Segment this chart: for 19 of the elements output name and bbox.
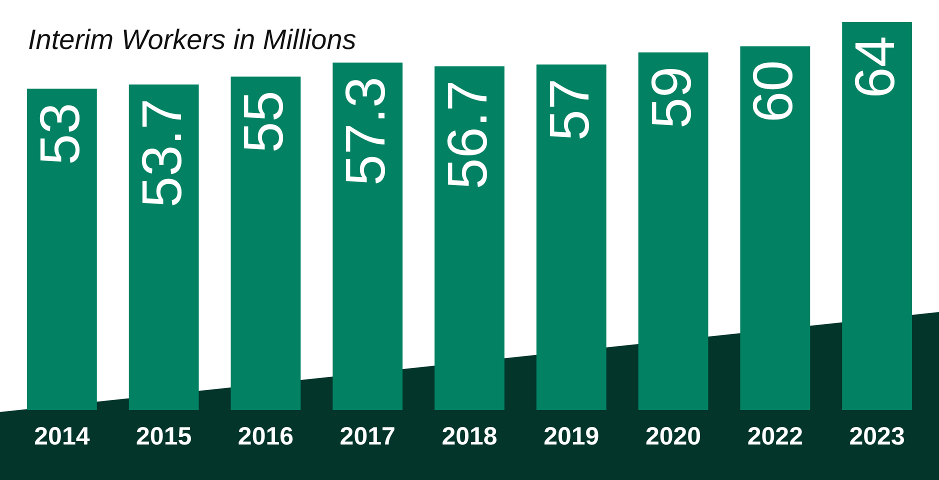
chart-title: Interim Workers in Millions bbox=[28, 24, 356, 55]
data-label: 53.7 bbox=[130, 98, 193, 208]
x-tick-label: 2018 bbox=[442, 422, 498, 450]
data-label: 56.7 bbox=[436, 80, 498, 190]
x-tick-label: 2019 bbox=[544, 422, 600, 450]
x-tick-label: 2017 bbox=[340, 422, 396, 450]
data-label: 60 bbox=[741, 60, 804, 123]
x-tick-label: 2014 bbox=[34, 422, 90, 450]
x-tick-label: 2016 bbox=[238, 422, 294, 450]
x-tick-label: 2015 bbox=[136, 422, 192, 450]
x-tick-label: 2020 bbox=[645, 422, 702, 450]
data-label: 53 bbox=[28, 102, 91, 165]
data-label: 59 bbox=[639, 66, 702, 129]
data-label: 57 bbox=[537, 78, 600, 141]
x-tick-label: 2023 bbox=[849, 422, 905, 450]
x-tick-label: 2022 bbox=[747, 422, 803, 450]
data-label: 55 bbox=[232, 90, 295, 153]
data-label: 64 bbox=[843, 36, 906, 98]
data-label: 57.3 bbox=[334, 76, 397, 186]
